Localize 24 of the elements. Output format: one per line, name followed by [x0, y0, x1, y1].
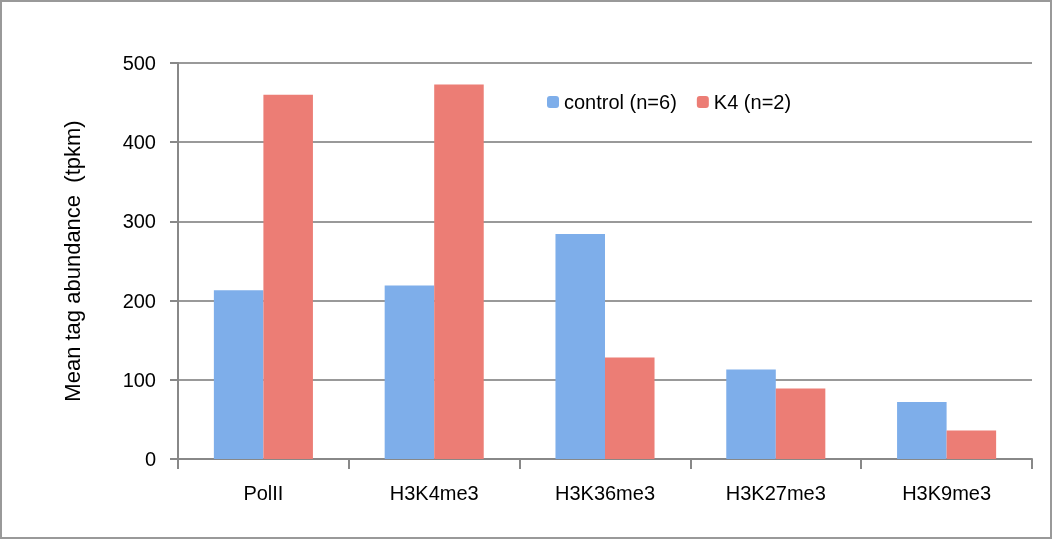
legend-label: control (n=6): [564, 91, 677, 113]
bar: [726, 369, 776, 459]
bar: [434, 84, 484, 459]
bar: [213, 290, 264, 459]
x-tick-label: H3K36me3: [554, 482, 656, 504]
bar: [946, 430, 997, 459]
y-tick-label: 300: [122, 210, 156, 233]
x-tick-label: H3K27me3: [725, 482, 826, 504]
y-tick-label: 500: [122, 52, 156, 74]
bar: [384, 285, 435, 459]
y-tick-label: 400: [122, 131, 156, 154]
bar: [897, 401, 947, 459]
x-tick-label: PolII: [243, 482, 284, 504]
bar: [263, 94, 313, 459]
bar: [605, 357, 655, 459]
bar: [775, 388, 826, 459]
y-tick-label: 0: [144, 448, 156, 470]
y-axis-title: Mean tag abundance (tpkm): [59, 120, 85, 402]
x-tick-label: H3K9me3: [902, 482, 992, 504]
y-tick-label: 200: [122, 289, 156, 312]
x-tick-label: H3K4me3: [389, 482, 479, 504]
bar: [555, 234, 605, 459]
legend-label: K4 (n=2): [713, 91, 792, 113]
y-tick-label: 100: [122, 368, 156, 391]
